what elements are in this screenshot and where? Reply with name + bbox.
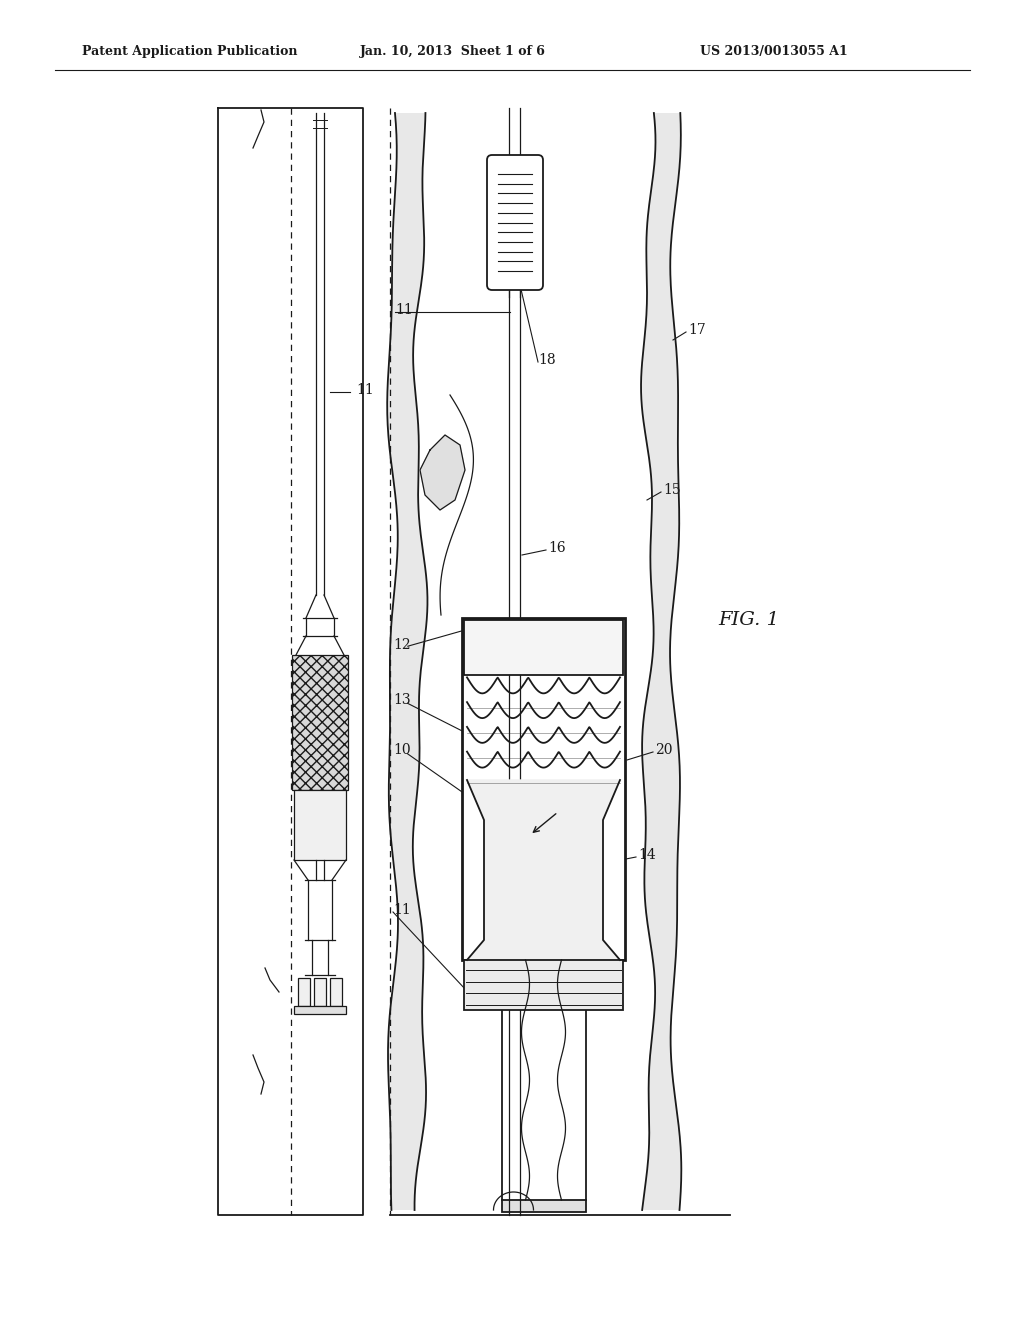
Text: 20: 20	[655, 743, 673, 756]
Text: 11: 11	[395, 304, 413, 317]
Bar	[464, 960, 623, 1010]
FancyBboxPatch shape	[464, 620, 623, 675]
Bar	[330, 978, 342, 1006]
Text: 15: 15	[663, 483, 681, 498]
Polygon shape	[467, 780, 620, 960]
FancyBboxPatch shape	[487, 154, 543, 290]
Bar	[502, 1200, 586, 1212]
Text: 10: 10	[393, 743, 411, 756]
Polygon shape	[641, 114, 681, 1210]
Polygon shape	[420, 436, 465, 510]
Text: 11: 11	[393, 903, 411, 917]
Bar	[314, 978, 326, 1006]
Bar	[294, 789, 346, 861]
Text: 17: 17	[688, 323, 706, 337]
Polygon shape	[387, 114, 427, 1210]
Text: 18: 18	[538, 352, 556, 367]
Text: 16: 16	[548, 541, 565, 554]
Text: Jan. 10, 2013  Sheet 1 of 6: Jan. 10, 2013 Sheet 1 of 6	[360, 45, 546, 58]
FancyBboxPatch shape	[462, 618, 625, 960]
Text: 14: 14	[638, 847, 655, 862]
Text: FIG. 1: FIG. 1	[718, 611, 779, 630]
Text: Patent Application Publication: Patent Application Publication	[82, 45, 298, 58]
Text: 12: 12	[393, 638, 411, 652]
Bar	[298, 978, 310, 1006]
Text: 13: 13	[393, 693, 411, 708]
Text: 11: 11	[356, 383, 374, 397]
Text: US 2013/0013055 A1: US 2013/0013055 A1	[700, 45, 848, 58]
Bar	[294, 1006, 346, 1014]
FancyBboxPatch shape	[292, 655, 348, 789]
